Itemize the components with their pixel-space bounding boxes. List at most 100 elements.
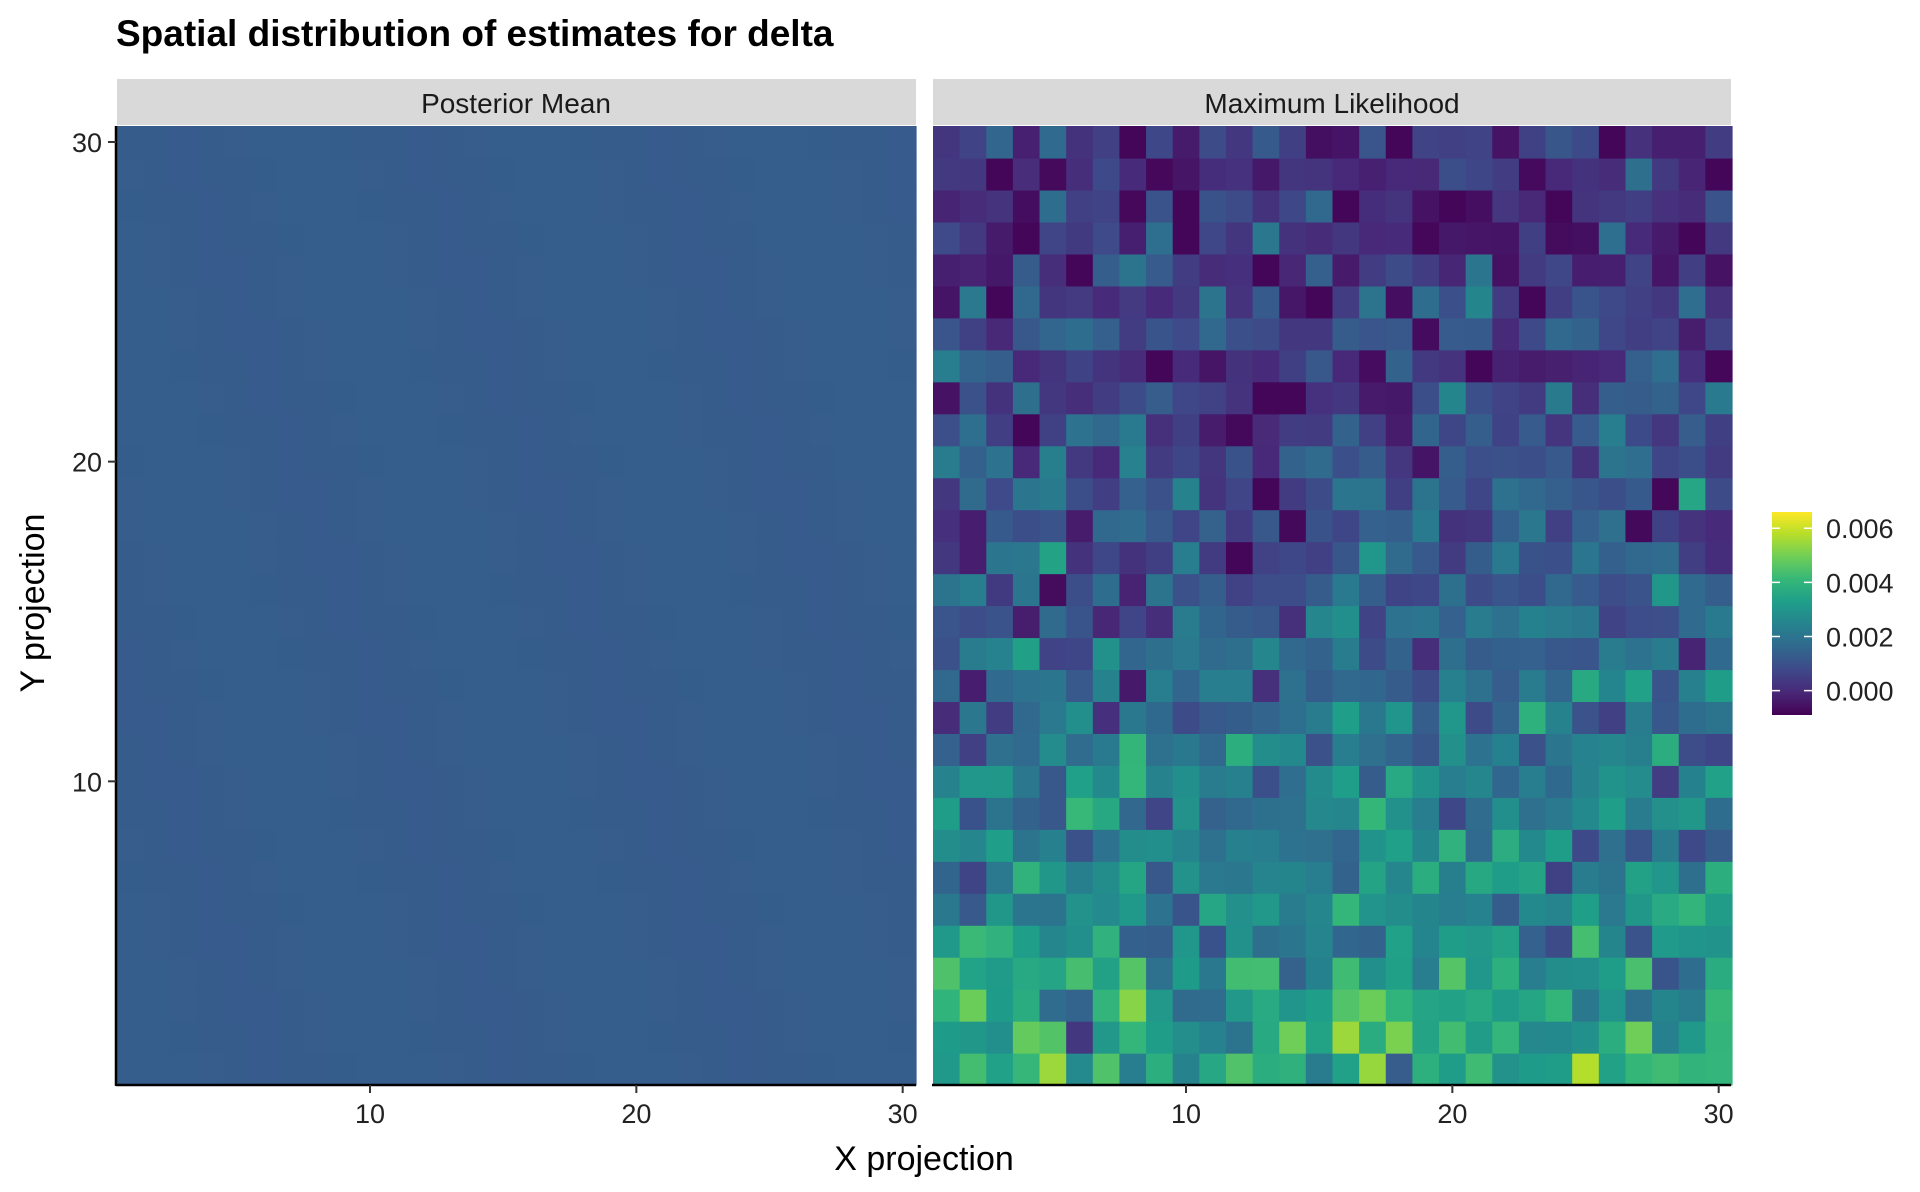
- heatmap-cell: [170, 445, 198, 479]
- heatmap-cell: [1385, 413, 1413, 447]
- heatmap-cell: [1039, 157, 1067, 191]
- heatmap-cell: [809, 126, 837, 159]
- heatmap-cell: [1225, 157, 1254, 191]
- heatmap-cell: [543, 285, 571, 319]
- heatmap-cell: [862, 637, 890, 671]
- heatmap-cell: [463, 541, 491, 575]
- heatmap-cell: [276, 925, 305, 958]
- heatmap-cell: [463, 189, 491, 223]
- panel-posterior-mean: Posterior Mean: [117, 79, 917, 1086]
- heatmap-cell: [1146, 317, 1174, 351]
- heatmap-cell: [276, 701, 305, 734]
- heatmap-cell: [756, 605, 784, 639]
- heatmap-cell: [1598, 541, 1627, 575]
- heatmap-cell: [1359, 317, 1387, 351]
- heatmap-cell: [862, 829, 890, 862]
- heatmap-cell: [143, 157, 171, 191]
- heatmap-cell: [959, 989, 987, 1022]
- heatmap-cell: [1039, 573, 1067, 607]
- heatmap-cell: [1199, 157, 1227, 191]
- heatmap-cell: [933, 957, 961, 990]
- heatmap-cell: [1279, 509, 1307, 543]
- heatmap-cell: [1705, 509, 1733, 543]
- heatmap-cell: [1465, 509, 1493, 543]
- heatmap-cell: [1012, 126, 1041, 159]
- heatmap-cell: [729, 541, 757, 575]
- heatmap-cell: [986, 221, 1014, 255]
- heatmap-cell: [1066, 157, 1094, 191]
- heatmap-cell: [1119, 829, 1147, 862]
- heatmap-cell: [1705, 413, 1733, 447]
- heatmap-cell: [303, 989, 331, 1022]
- heatmap-cell: [1439, 509, 1467, 543]
- heatmap-cell: [1199, 861, 1227, 894]
- heatmap-cell: [117, 573, 145, 607]
- heatmap-cell: [1092, 829, 1121, 862]
- heatmap-cell: [1252, 413, 1280, 447]
- heatmap-cell: [1412, 317, 1440, 351]
- heatmap-cell: [756, 445, 784, 479]
- heatmap-cell: [409, 669, 438, 702]
- heatmap-cell: [1678, 573, 1706, 607]
- heatmap-cell: [1252, 541, 1280, 575]
- heatmap-cell: [649, 797, 677, 830]
- heatmap-cell: [569, 701, 597, 734]
- heatmap-cell: [117, 541, 145, 575]
- heatmap-cell: [543, 349, 571, 383]
- heatmap-cell: [986, 509, 1014, 543]
- heatmap-cell: [409, 1021, 438, 1054]
- heatmap-cell: [1252, 701, 1280, 734]
- heatmap-cell: [543, 861, 571, 894]
- heatmap-cell: [569, 157, 597, 191]
- heatmap-cell: [1545, 925, 1573, 958]
- heatmap-cell: [1279, 477, 1307, 511]
- heatmap-cell: [223, 797, 251, 830]
- heatmap-cell: [1305, 669, 1334, 702]
- heatmap-cell: [1439, 989, 1467, 1022]
- heatmap-cell: [543, 573, 571, 607]
- heatmap-cell: [1012, 669, 1041, 702]
- heatmap-cell: [1652, 605, 1680, 639]
- heatmap-cell: [1012, 957, 1041, 990]
- heatmap-cell: [196, 221, 225, 255]
- heatmap-cell: [1572, 189, 1600, 223]
- heatmap-cell: [143, 317, 171, 351]
- heatmap-cell: [1172, 285, 1200, 319]
- heatmap-cell: [596, 669, 624, 702]
- heatmap-cell: [1572, 1053, 1600, 1086]
- heatmap-cell: [1518, 381, 1547, 415]
- heatmap-cell: [1572, 1021, 1600, 1054]
- heatmap-cell: [986, 285, 1014, 319]
- heatmap-cell: [303, 317, 331, 351]
- heatmap-cell: [649, 381, 677, 415]
- heatmap-cell: [356, 285, 384, 319]
- heatmap-cell: [933, 253, 961, 287]
- heatmap-cell: [1332, 477, 1360, 511]
- heatmap-cell: [1012, 253, 1041, 287]
- heatmap-cell: [1225, 509, 1254, 543]
- heatmap-cell: [1492, 669, 1520, 702]
- heatmap-cell: [959, 541, 987, 575]
- heatmap-cell: [933, 477, 961, 511]
- heatmap-cell: [1119, 1053, 1147, 1086]
- heatmap-cell: [1012, 157, 1041, 191]
- heatmap-cell: [383, 637, 411, 671]
- heatmap-cell: [1465, 829, 1493, 862]
- heatmap-cell: [196, 925, 225, 958]
- heatmap-cell: [1146, 861, 1174, 894]
- heatmap-cell: [303, 925, 331, 958]
- heatmap-cell: [1119, 157, 1147, 191]
- heatmap-cell: [756, 413, 784, 447]
- heatmap-cell: [1572, 573, 1600, 607]
- heatmap-cell: [862, 253, 890, 287]
- heatmap-cell: [1092, 157, 1121, 191]
- heatmap-cell: [170, 1053, 198, 1086]
- heatmap-cell: [933, 285, 961, 319]
- heatmap-cell: [117, 317, 145, 351]
- heatmap-cell: [1572, 445, 1600, 479]
- heatmap-cell: [1225, 861, 1254, 894]
- heatmap-cell: [436, 126, 464, 159]
- heatmap-cell: [303, 893, 331, 926]
- heatmap-cell: [1518, 765, 1547, 798]
- heatmap-cell: [676, 349, 704, 383]
